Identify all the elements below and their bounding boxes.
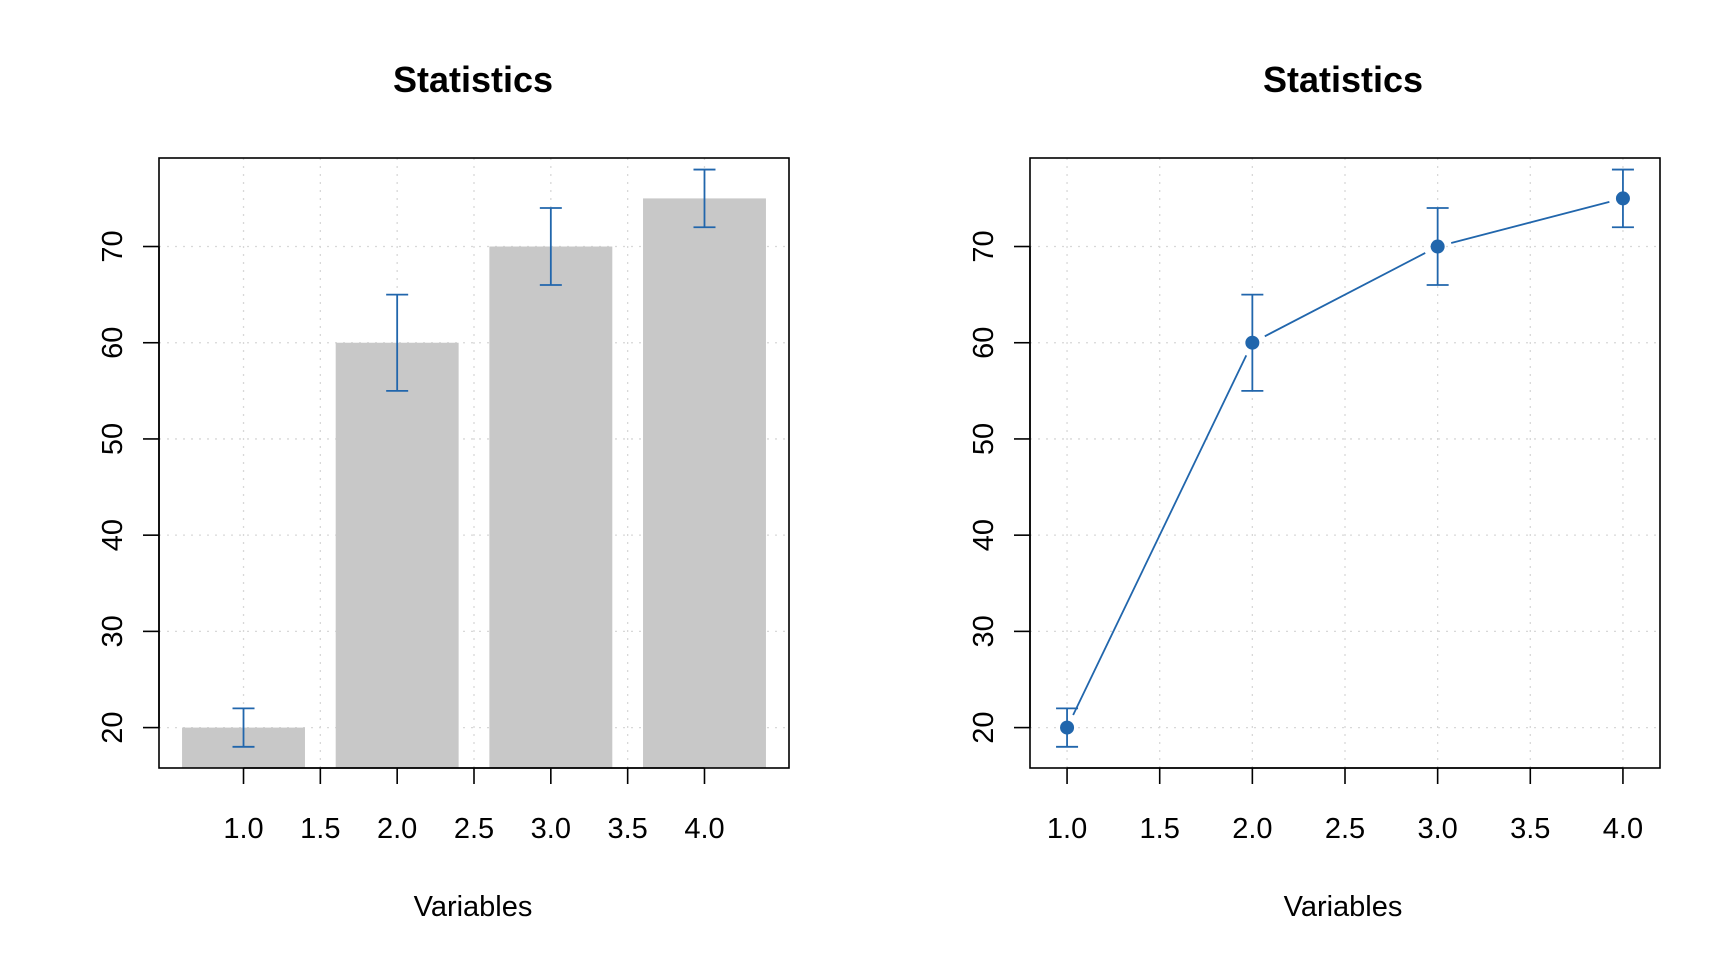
line-chart-y-tick-label: 30 xyxy=(968,615,1000,647)
bar-chart-title: Statistics xyxy=(393,59,553,100)
line-chart-x-axis: 1.0 1.5 2.0 2.5 3.0 3.5 4.0 xyxy=(1047,767,1643,845)
line-chart-x-tick-label: 2.5 xyxy=(1325,813,1365,845)
bar-chart-x-tick-label: 3.5 xyxy=(607,813,647,845)
line-chart-segment xyxy=(1450,201,1610,244)
bar-chart-error-bar xyxy=(693,168,716,229)
bar-chart-x-tick-label: 2.5 xyxy=(454,813,494,845)
line-chart-y-axis: 20 30 40 50 60 70 xyxy=(968,230,1031,744)
line-chart-y-tick-label: 20 xyxy=(968,711,1000,743)
line-chart-title: Statistics xyxy=(1263,59,1423,100)
line-chart-x-tick-label: 1.5 xyxy=(1140,813,1180,845)
line-chart-x-axis-label: Variables xyxy=(1284,891,1403,923)
line-chart-grid xyxy=(1030,158,1660,768)
bar-chart-bars xyxy=(182,198,766,769)
bar-chart-x-tick-label: 4.0 xyxy=(684,813,724,845)
bar-chart-x-tick-label: 1.5 xyxy=(300,813,340,845)
line-chart-error-bars xyxy=(1056,168,1634,748)
bar-chart-error-bar xyxy=(539,207,562,286)
line-chart-y-tick-label: 40 xyxy=(968,519,1000,551)
line-chart-error-bar xyxy=(1611,168,1634,229)
bar-chart-y-tick-label: 30 xyxy=(97,615,129,647)
line-chart-segment xyxy=(1072,354,1248,716)
line-chart-error-bar xyxy=(1241,293,1264,392)
bar-chart-y-tick-label: 50 xyxy=(97,423,129,455)
bar-chart-bar xyxy=(335,342,459,768)
bar-chart-error-bar xyxy=(232,707,255,748)
bar-chart-bar xyxy=(489,246,613,769)
bar-chart-bar xyxy=(643,198,766,768)
line-chart-y-tick-label: 70 xyxy=(968,230,1000,262)
bar-chart-x-axis-label: Variables xyxy=(414,891,533,923)
line-chart-panel: Statistics Variables 1.0 1.5 2.0 2.5 3.0 3.5 4… xyxy=(968,59,1661,923)
line-chart-y-tick-label: 50 xyxy=(968,423,1000,455)
line-chart-error-bar xyxy=(1426,207,1449,286)
bar-chart-error-bars xyxy=(232,168,716,748)
line-chart-error-bar xyxy=(1056,707,1079,748)
line-chart-y-tick-label: 60 xyxy=(968,327,1000,359)
bar-chart-x-tick-label: 1.0 xyxy=(223,813,263,845)
bar-chart-x-tick-label: 3.0 xyxy=(531,813,571,845)
line-chart-x-tick-label: 3.5 xyxy=(1510,813,1550,845)
line-chart-x-tick-label: 3.0 xyxy=(1417,813,1457,845)
line-chart-x-tick-label: 1.0 xyxy=(1047,813,1087,845)
line-chart-x-tick-label: 2.0 xyxy=(1232,813,1272,845)
bar-chart-panel: Statistics Variables 1.0 1.5 2.0 2.5 3.0 3.5 4… xyxy=(97,59,790,923)
bar-chart-y-tick-label: 40 xyxy=(97,519,129,551)
bar-chart-y-tick-label: 20 xyxy=(97,711,129,743)
bar-chart-y-tick-label: 60 xyxy=(97,327,129,359)
bar-chart-y-axis: 20 30 40 50 60 70 xyxy=(97,230,160,744)
line-chart-x-tick-label: 4.0 xyxy=(1603,813,1643,845)
line-chart-segment xyxy=(1264,252,1426,338)
bar-chart-y-tick-label: 70 xyxy=(97,230,129,262)
bar-chart-x-tick-label: 2.0 xyxy=(377,813,417,845)
bar-chart-x-axis: 1.0 1.5 2.0 2.5 3.0 3.5 4.0 xyxy=(223,767,725,845)
bar-chart-error-bar xyxy=(386,293,409,392)
